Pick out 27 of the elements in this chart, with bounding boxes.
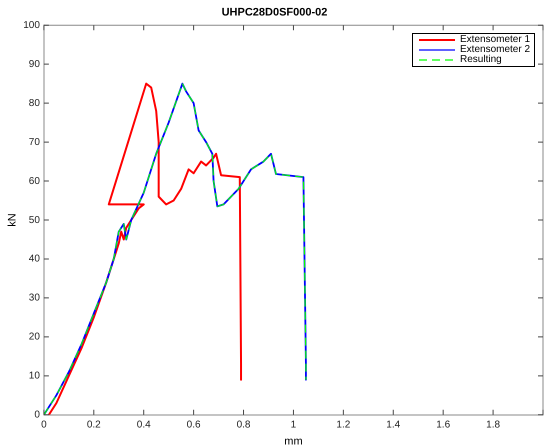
legend-label: Extensometer 2	[460, 44, 530, 56]
x-tick-label: 1.2	[336, 420, 351, 431]
x-axis-title: mm	[284, 435, 303, 448]
y-tick-label: 70	[28, 136, 40, 148]
legend-label: Resulting	[460, 54, 502, 66]
y-tick-label: 40	[28, 254, 40, 265]
y-tick-label: 80	[28, 98, 40, 109]
x-tick-label: 1	[290, 420, 297, 431]
y-tick-label: 100	[23, 20, 40, 31]
y-tick-label: 0	[34, 410, 40, 421]
y-tick-label: 50	[28, 214, 40, 226]
x-tick-label: 1.6	[436, 420, 451, 431]
x-tick-label: 0.4	[136, 420, 152, 431]
y-tick-label: 30	[28, 292, 40, 304]
x-tick-label: 0.6	[186, 420, 202, 431]
x-tick-label: 0.2	[86, 420, 102, 431]
x-tick-label: 0.8	[236, 420, 251, 431]
y-tick-label: 20	[28, 332, 40, 343]
x-tick-label: 0	[41, 420, 48, 431]
legend-label: Extensometer 1	[460, 34, 530, 46]
y-axis-title: kN	[6, 213, 19, 227]
x-tick-label: 1.4	[386, 420, 401, 431]
chart-title: UHPC28D0SF000-02	[222, 6, 328, 19]
x-tick-label: 1.8	[486, 420, 500, 431]
y-tick-label: 10	[28, 370, 40, 382]
y-tick-label: 60	[28, 176, 40, 187]
y-tick-label: 90	[28, 58, 40, 70]
